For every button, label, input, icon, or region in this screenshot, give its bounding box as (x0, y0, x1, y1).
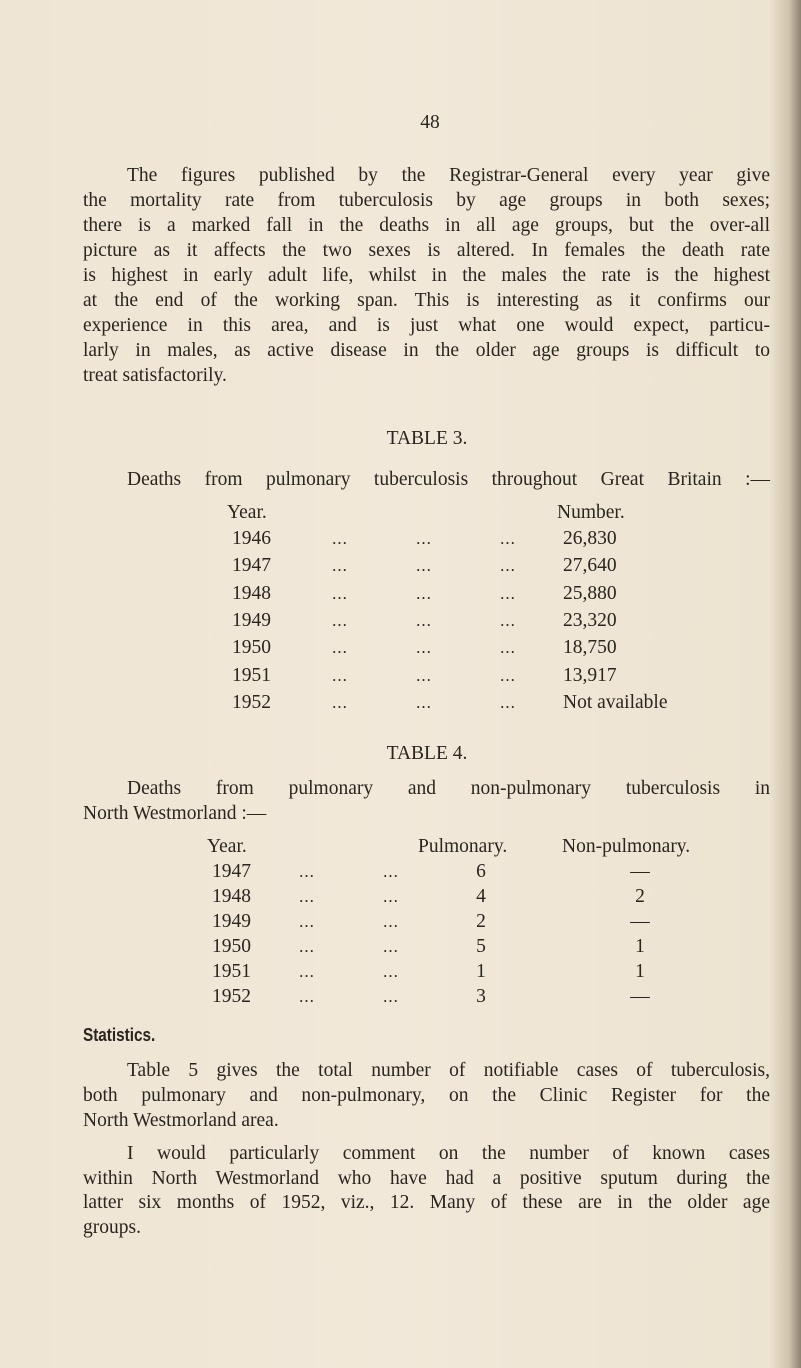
table-caption: Deaths from pulmonary and non-pulmonary … (127, 778, 770, 799)
text-line: at the end of the working span. This is … (83, 290, 770, 311)
pulmonary-cell: 4 (476, 886, 486, 907)
text-line: North Westmorland area. (83, 1110, 279, 1131)
year-cell: 1947 (232, 555, 271, 577)
text-line: treat satisfactorily. (83, 365, 227, 386)
text-line: within North Westmorland who have had a … (83, 1168, 770, 1189)
year-cell: 1949 (212, 911, 251, 932)
leader-dots: ... (500, 665, 516, 685)
leader-dots: ... (332, 583, 348, 603)
leader-dots: ... (332, 638, 348, 658)
leader-dots: ... (332, 665, 348, 685)
non-pulmonary-cell: 1 (635, 961, 645, 982)
leader-dots: ... (299, 962, 315, 981)
leader-dots: ... (332, 529, 348, 548)
leader-dots: ... (500, 583, 516, 603)
leader-dots: ... (500, 556, 516, 576)
leader-dots: ... (299, 887, 315, 906)
year-cell: 1950 (212, 936, 251, 957)
pulmonary-cell: 3 (476, 986, 486, 1007)
leader-dots: ... (416, 610, 432, 630)
text-line: picture as it affects the two sexes is a… (83, 240, 770, 261)
text-line: groups. (83, 1217, 141, 1238)
page-number: 48 (420, 112, 440, 133)
text-line: I would particularly comment on the numb… (127, 1143, 770, 1164)
year-cell: 1948 (232, 582, 271, 604)
non-pulmonary-cell: — (630, 986, 650, 1007)
number-cell: Not available (563, 691, 668, 713)
leader-dots: ... (416, 583, 432, 603)
pulmonary-cell: 5 (476, 936, 486, 957)
year-cell: 1951 (212, 961, 251, 982)
leader-dots: ... (500, 610, 516, 630)
leader-dots: ... (500, 638, 516, 658)
text-line: larly in males, as active disease in the… (83, 340, 770, 361)
leader-dots: ... (500, 692, 516, 712)
leader-dots: ... (299, 937, 315, 956)
table-title: TABLE 3. (386, 428, 468, 449)
leader-dots: ... (416, 556, 432, 576)
leader-dots: ... (416, 529, 432, 548)
text-line: Table 5 gives the total number of notifi… (127, 1060, 770, 1081)
year-cell: 1949 (232, 609, 271, 631)
column-header-year: Year. (207, 836, 247, 857)
non-pulmonary-cell: 2 (635, 886, 645, 907)
leader-dots: ... (416, 638, 432, 658)
number-cell: 27,640 (563, 555, 617, 577)
column-header-number: Number. (557, 502, 625, 523)
leader-dots: ... (416, 665, 432, 685)
leader-dots: ... (299, 862, 315, 881)
pulmonary-cell: 1 (476, 961, 486, 982)
number-cell: 23,320 (563, 609, 617, 631)
leader-dots: ... (500, 529, 516, 548)
leader-dots: ... (299, 987, 315, 1006)
non-pulmonary-cell: — (630, 861, 650, 882)
text-line: is highest in early adult life, whilst i… (83, 265, 770, 286)
text-line: the mortality rate from tuberculosis by … (83, 190, 770, 211)
leader-dots: ... (332, 610, 348, 630)
year-cell: 1946 (232, 528, 271, 549)
leader-dots: ... (383, 937, 399, 956)
text-line: there is a marked fall in the deaths in … (83, 215, 770, 236)
number-cell: 25,880 (563, 582, 617, 604)
leader-dots: ... (299, 912, 315, 931)
section-heading: Statistics. (83, 1025, 156, 1045)
text-line: The figures published by the Registrar-G… (127, 165, 770, 186)
leader-dots: ... (332, 692, 348, 712)
leader-dots: ... (383, 912, 399, 931)
column-header-non-pulmonary: Non-pulmonary. (562, 836, 691, 857)
number-cell: 13,917 (563, 664, 617, 686)
year-cell: 1950 (232, 637, 271, 659)
year-cell: 1948 (212, 886, 251, 907)
pulmonary-cell: 6 (476, 861, 486, 882)
text-line: experience in this area, and is just wha… (83, 315, 770, 336)
text-line: both pulmonary and non-pulmonary, on the… (83, 1085, 770, 1106)
table-caption: North Westmorland :— (83, 803, 267, 824)
column-header-pulmonary: Pulmonary. (418, 836, 508, 857)
number-cell: 26,830 (563, 528, 617, 549)
table-title: TABLE 4. (386, 743, 468, 764)
leader-dots: ... (416, 692, 432, 712)
table-caption: Deaths from pulmonary tuberculosis throu… (127, 469, 770, 490)
leader-dots: ... (332, 556, 348, 576)
year-cell: 1952 (232, 691, 271, 713)
leader-dots: ... (383, 887, 399, 906)
leader-dots: ... (383, 862, 399, 881)
pulmonary-cell: 2 (476, 911, 486, 932)
column-header-year: Year. (227, 502, 267, 523)
year-cell: 1951 (232, 664, 271, 686)
leader-dots: ... (383, 987, 399, 1006)
year-cell: 1947 (212, 861, 251, 882)
non-pulmonary-cell: — (630, 911, 650, 932)
year-cell: 1952 (212, 986, 251, 1007)
text-line: latter six months of 1952, viz., 12. Man… (83, 1192, 770, 1213)
non-pulmonary-cell: 1 (635, 936, 645, 957)
leader-dots: ... (383, 962, 399, 981)
number-cell: 18,750 (563, 637, 617, 659)
